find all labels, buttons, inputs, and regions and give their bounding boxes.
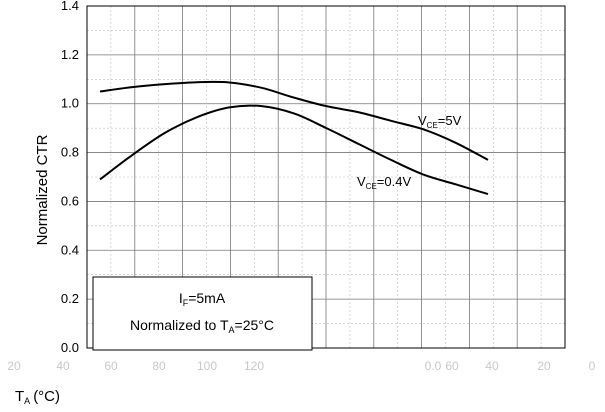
series-line-0 [99,80,489,161]
x-axis-ticks: 20 40 60 80 100 120 0.0 60 40 20 0 [7,359,595,373]
plot-border [86,5,566,349]
series-label-tail: =0.4V [377,174,412,189]
x-tick-label: 120 [244,359,264,373]
x-tick-label: 60 [445,359,459,373]
svg-text:VCE=0.4V: VCE=0.4V [357,174,411,191]
y-tick-label: 1.4 [61,0,79,13]
series-label-vce-0.4v: VCE=0.4V [357,174,411,191]
y-tick-label: 1.2 [61,47,79,62]
x-tick-label: 80 [152,359,166,373]
x-tick-label: 0.0 [425,359,442,373]
svg-text:VCE=5V: VCE=5V [418,113,462,130]
series-label-vce-5v: VCE=5V [418,113,462,130]
y-tick-label: 0.8 [61,145,79,160]
annotation-line-1: IF=5mA [179,290,226,308]
series-label-main: V [418,113,427,128]
x-tick-label: 100 [197,359,217,373]
y-tick-label: 1.0 [61,96,79,111]
x-axis-title: TA (°C) [15,388,60,406]
x-tick-label: 40 [56,359,70,373]
series-label-sub: CE [366,182,377,191]
y-axis-ticks: 0.0 0.2 0.4 0.6 0.8 1.0 1.2 1.4 [61,0,79,355]
curves [99,80,489,196]
series-label-tail: =5V [438,113,462,128]
y-tick-label: 0.4 [61,242,79,257]
annotation-box: IF=5mA Normalized to TA=25°C [92,276,313,351]
y-tick-label: 0.6 [61,193,79,208]
y-tick-label: 0.0 [61,340,79,355]
y-tick-label: 0.2 [61,291,79,306]
series-label-main: V [357,174,366,189]
x-tick-label: 0 [589,359,596,373]
series-label-sub: CE [427,121,438,130]
annotation-line-2: Normalized to TA=25°C [130,317,274,335]
series-line-1 [99,104,489,196]
y-axis-title: Normalized CTR [34,134,51,245]
x-tick-label: 20 [7,359,21,373]
x-tick-label: 40 [485,359,499,373]
x-tick-label: 20 [537,359,551,373]
x-tick-label: 60 [104,359,118,373]
